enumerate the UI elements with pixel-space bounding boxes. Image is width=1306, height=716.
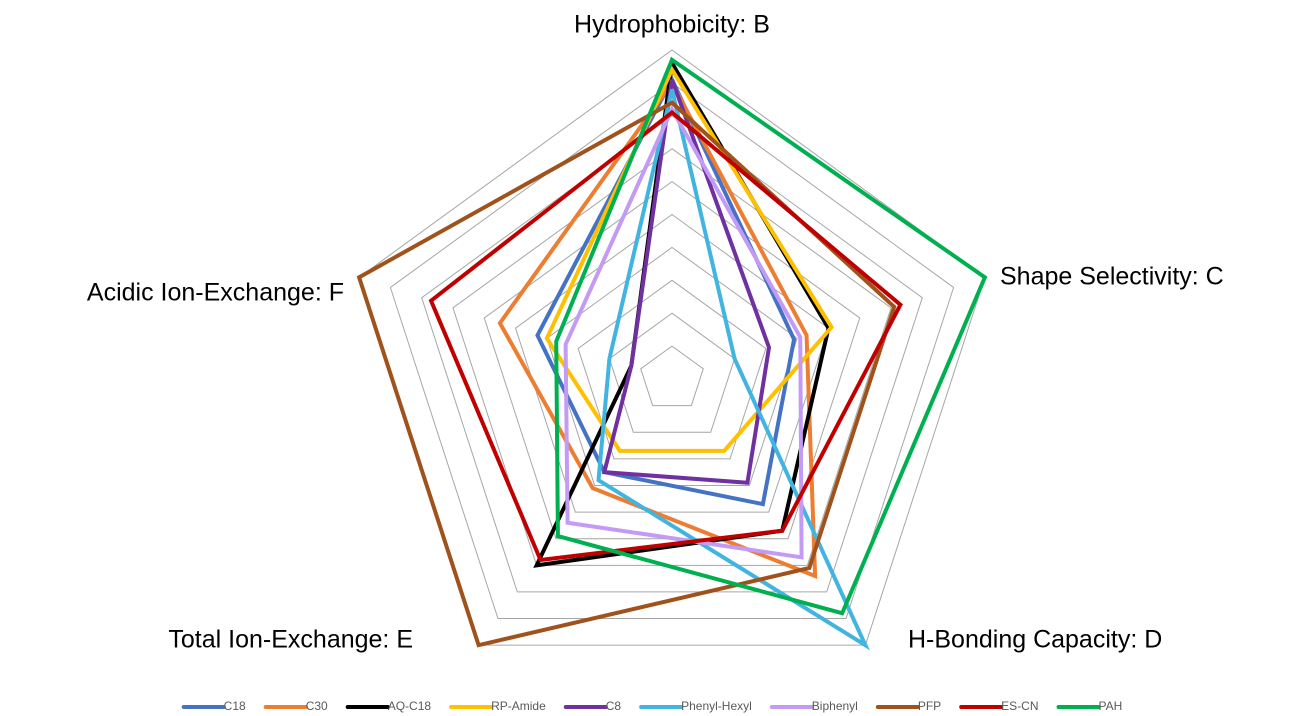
axis-label: H-Bonding Capacity: D xyxy=(908,626,1162,654)
legend-text: RP-Amide xyxy=(491,699,546,713)
axis-label: Total Ion-Exchange: E xyxy=(168,626,413,654)
series-line xyxy=(554,56,988,616)
legend-text: ES-CN xyxy=(1001,699,1038,713)
series-line xyxy=(356,100,897,648)
axis-label: Hydrophobicity: B xyxy=(574,11,770,39)
grid-ring xyxy=(514,213,830,513)
grid-ring xyxy=(640,345,704,407)
series-line xyxy=(601,78,772,485)
axis-label: Acidic Ion-Exchange: F xyxy=(87,279,344,307)
legend-text: C30 xyxy=(306,699,328,713)
series-line xyxy=(563,104,804,560)
series-line xyxy=(544,65,835,453)
legend: C18 C30 AQ-C18 RP-Amide C8 Phenyl-Hexyl Biphen… xyxy=(181,699,1123,713)
legend-text: PFP xyxy=(918,699,941,713)
legend-text: AQ-C18 xyxy=(388,699,432,713)
legend-text: C18 xyxy=(224,699,246,713)
series-line xyxy=(535,75,797,507)
axis-label: Shape Selectivity: C xyxy=(1000,263,1224,291)
grid-ring xyxy=(421,115,923,593)
grid-ring xyxy=(389,82,955,620)
series-line xyxy=(428,109,903,563)
grid-ring xyxy=(577,279,767,460)
series-line xyxy=(497,79,818,579)
grid-ring xyxy=(608,312,736,433)
legend-text: Biphenyl xyxy=(812,699,858,713)
legend-text: C8 xyxy=(606,699,622,713)
legend-text: Phenyl-Hexyl xyxy=(681,699,752,713)
series-line xyxy=(596,89,870,651)
legend-text: PAH xyxy=(1099,699,1123,713)
